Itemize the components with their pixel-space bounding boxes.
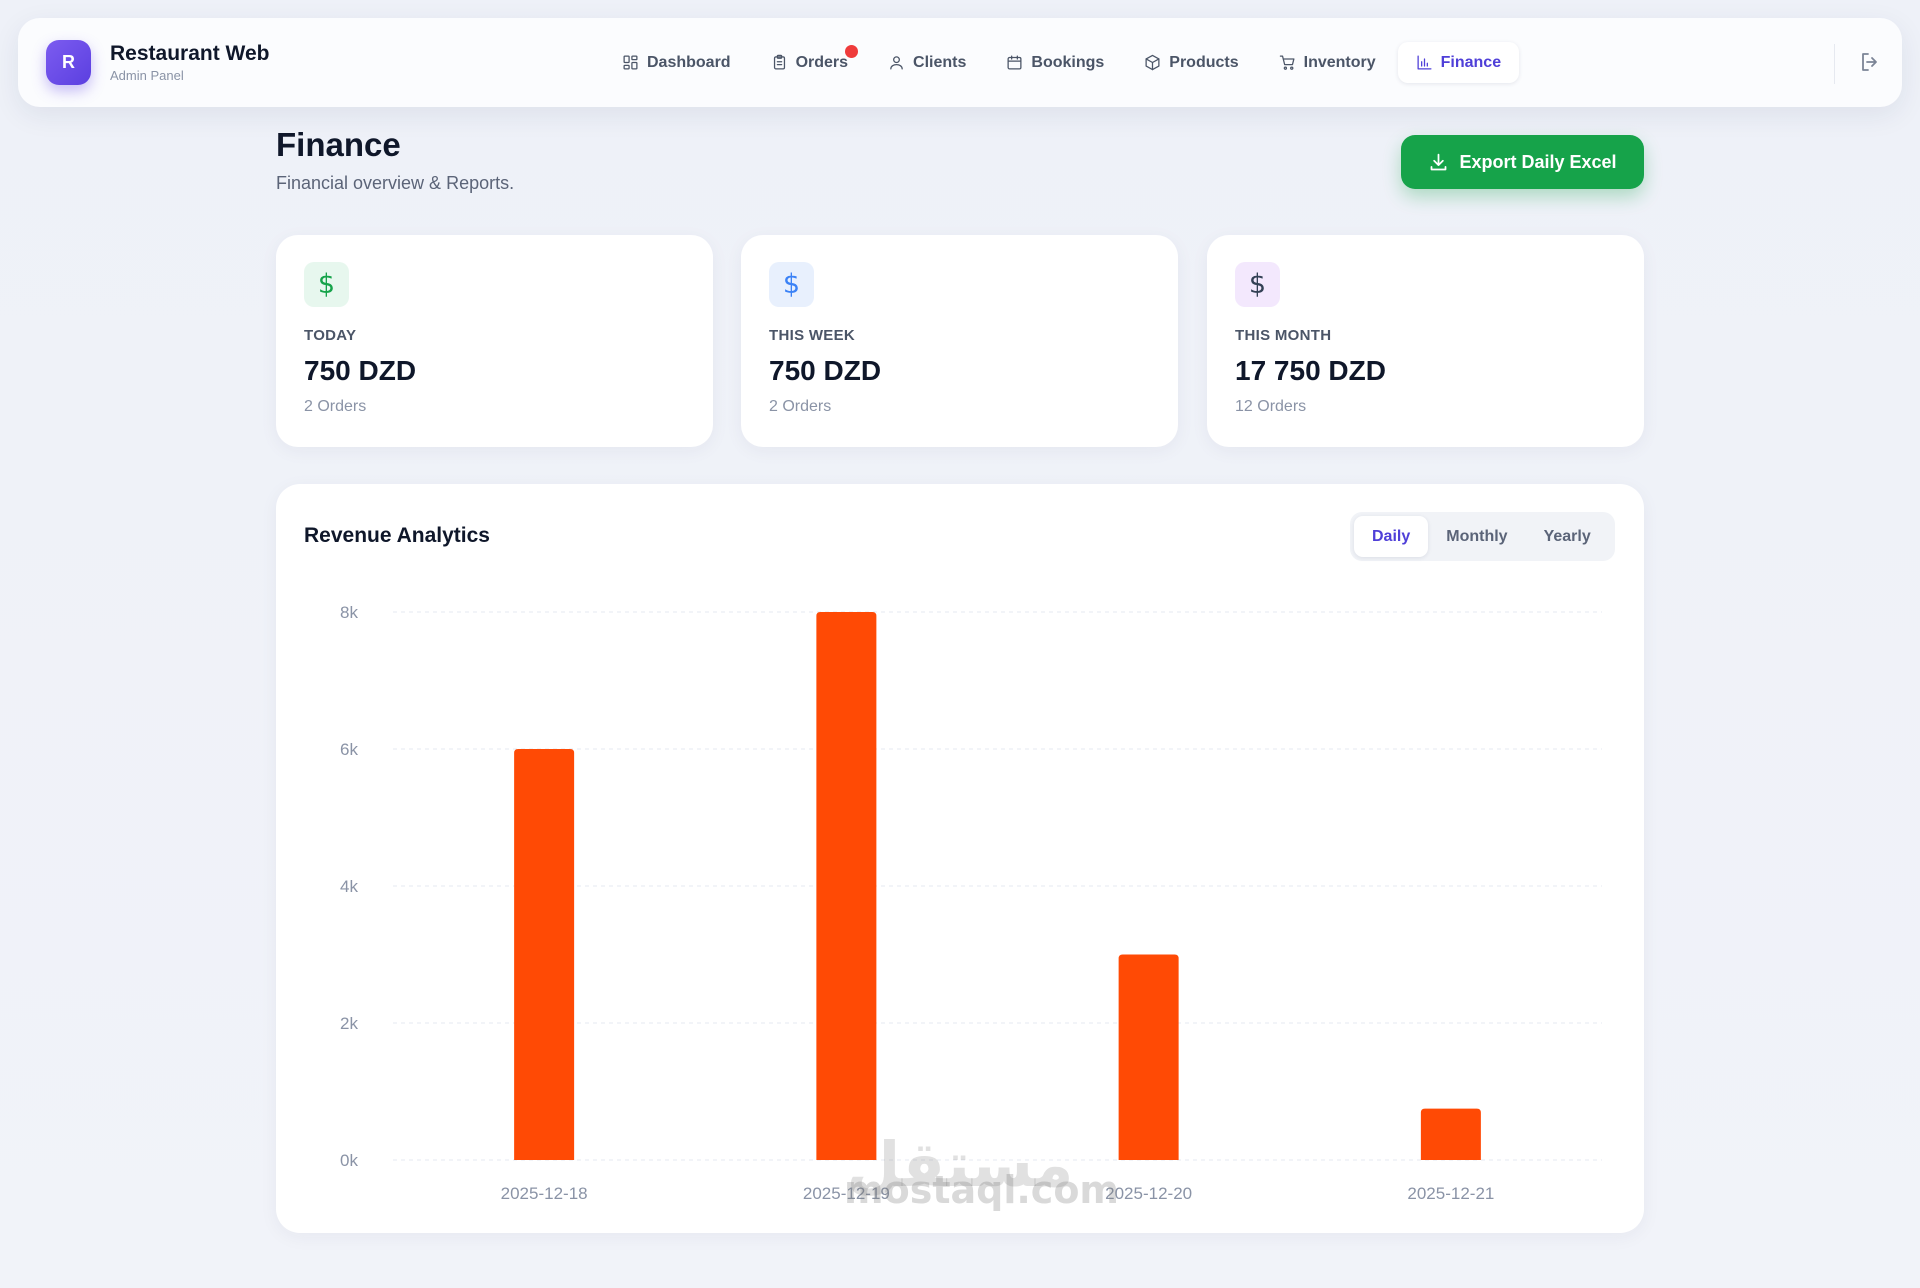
- dashboard-icon: [623, 55, 638, 70]
- dollar-icon: $: [304, 262, 349, 307]
- stat-card-this-week: $ THIS WEEK 750 DZD 2 Orders: [741, 235, 1178, 447]
- stat-orders: 2 Orders: [769, 398, 832, 415]
- brand[interactable]: R Restaurant Web Admin Panel: [46, 40, 269, 85]
- nav-item-dashboard[interactable]: Dashboard: [604, 42, 749, 83]
- stat-value: 750 DZD: [769, 355, 882, 386]
- clipboard-icon: [773, 54, 785, 70]
- revenue-bar-chart: 0k 2k 4k 6k 8k 2025-12-18 2025-12-19 2025-12-20…: [340, 603, 1602, 1203]
- stat-value: 750 DZD: [304, 355, 417, 386]
- x-tick-label: 2025-12-18: [501, 1184, 588, 1203]
- nav-item-clients[interactable]: Clients: [870, 42, 984, 83]
- tab-yearly[interactable]: Yearly: [1543, 527, 1591, 545]
- x-tick-label: 2025-12-20: [1105, 1184, 1192, 1203]
- nav-divider: [1834, 44, 1835, 84]
- bar[interactable]: [816, 612, 877, 1160]
- period-toggle: Daily Monthly Yearly: [1350, 512, 1615, 561]
- dollar-icon: $: [769, 262, 814, 307]
- panel-title: Revenue Analytics: [304, 524, 490, 547]
- brand-title: Restaurant Web: [110, 41, 270, 65]
- logout-button[interactable]: [1858, 50, 1884, 76]
- nav-item-label: Dashboard: [647, 53, 731, 71]
- tab-daily[interactable]: Daily: [1354, 516, 1429, 557]
- nav-item-orders[interactable]: Orders: [753, 42, 866, 83]
- y-tick-label: 2k: [340, 1014, 358, 1033]
- export-button-label: Export Daily Excel: [1459, 151, 1617, 172]
- y-tick-label: 8k: [340, 603, 358, 622]
- brand-avatar: R: [46, 40, 91, 85]
- bar[interactable]: [1420, 1108, 1481, 1160]
- bar[interactable]: [1118, 954, 1179, 1161]
- nav-item-finance[interactable]: Finance: [1397, 42, 1520, 83]
- nav-item-inventory[interactable]: Inventory: [1261, 42, 1394, 83]
- stat-card-today: $ TODAY 750 DZD 2 Orders: [276, 235, 713, 447]
- stat-value: 17 750 DZD: [1235, 355, 1386, 386]
- page-subtitle: Financial overview & Reports.: [276, 173, 515, 193]
- x-tick-label: 2025-12-19: [803, 1184, 890, 1203]
- tab-monthly[interactable]: Monthly: [1446, 527, 1508, 545]
- stat-orders: 2 Orders: [304, 398, 367, 415]
- main-nav: Dashboard Orders Clients Bookings Produc…: [604, 42, 1523, 83]
- watermark-text: mostaql.com: [844, 1168, 1120, 1212]
- package-icon: [1145, 54, 1160, 71]
- cart-icon: [1279, 55, 1295, 70]
- revenue-analytics-panel: Revenue Analytics Daily Monthly Yearly 0…: [276, 484, 1644, 1233]
- dollar-icon: $: [1235, 262, 1280, 307]
- page-title: Finance: [276, 126, 401, 163]
- nav-item-label: Products: [1169, 53, 1239, 71]
- user-icon: [890, 56, 903, 70]
- nav-item-label: Inventory: [1303, 53, 1376, 71]
- y-tick-label: 4k: [340, 877, 358, 896]
- nav-item-label: Bookings: [1031, 53, 1105, 71]
- nav-item-products[interactable]: Products: [1126, 42, 1256, 83]
- nav-item-bookings[interactable]: Bookings: [988, 42, 1122, 83]
- logout-icon: [1862, 53, 1877, 71]
- nav-item-label: Clients: [913, 53, 967, 71]
- brand-subtitle: Admin Panel: [110, 67, 184, 83]
- y-tick-label: 6k: [340, 740, 358, 759]
- x-tick-label: 2025-12-21: [1407, 1184, 1494, 1203]
- calendar-icon: [1007, 55, 1022, 70]
- stat-card-this-month: $ THIS MONTH 17 750 DZD 12 Orders: [1207, 235, 1644, 447]
- nav-item-label: Orders: [795, 53, 849, 71]
- top-navbar: R Restaurant Web Admin Panel Dashboard O…: [18, 18, 1902, 107]
- bar[interactable]: [514, 749, 575, 1160]
- download-icon: [1431, 153, 1447, 170]
- nav-item-label: Finance: [1440, 53, 1502, 71]
- stat-label: TODAY: [304, 327, 357, 344]
- watermark-logo: مستقل: [846, 1128, 1074, 1201]
- stat-orders: 12 Orders: [1235, 398, 1307, 415]
- export-daily-excel-button[interactable]: Export Daily Excel: [1401, 135, 1644, 189]
- stat-label: THIS WEEK: [769, 327, 856, 344]
- notification-dot: [845, 45, 859, 58]
- bar-chart-icon: [1417, 55, 1432, 70]
- y-tick-label: 0k: [340, 1151, 358, 1170]
- stat-label: THIS MONTH: [1235, 327, 1332, 344]
